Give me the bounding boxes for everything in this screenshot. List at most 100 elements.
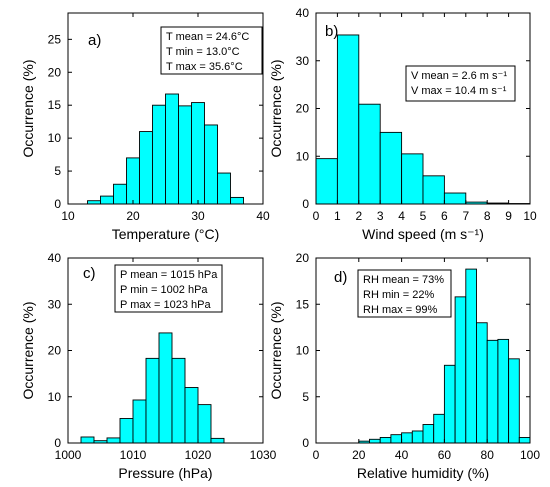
- histogram-bar: [152, 104, 166, 205]
- stats-box: [114, 264, 223, 313]
- x-tick-label: 7: [462, 209, 469, 223]
- histogram-bar: [178, 105, 192, 205]
- histogram-bar: [390, 434, 403, 444]
- x-tick-label: 100: [520, 448, 540, 462]
- x-tick-label: 5: [420, 209, 427, 223]
- x-tick-label: 1: [334, 209, 341, 223]
- x-tick-label: 40: [395, 448, 409, 462]
- x-tick-label: 1020: [185, 448, 212, 462]
- histogram-bar: [476, 322, 488, 444]
- chart-panel-1: 10 20 30 40 0 5 10 15 20 25 Temperature (°C) Occurr…: [20, 12, 270, 242]
- x-tick-label: 80: [481, 448, 495, 462]
- histogram-bar: [358, 103, 381, 205]
- histogram-bar: [401, 432, 413, 444]
- x-tick-label: 9: [505, 209, 512, 223]
- x-axis-label: Temperature (°C): [112, 226, 220, 242]
- y-axis-label: Occurrence (%): [20, 59, 36, 157]
- y-axis-label: Occurrence (%): [20, 301, 36, 399]
- histogram-bar: [465, 268, 477, 444]
- histogram-bar: [204, 124, 218, 205]
- y-tick-label: 0: [54, 436, 61, 450]
- histogram-bar: [518, 437, 531, 444]
- y-axis-label: Occurrence (%): [268, 301, 284, 399]
- panel-label: b): [325, 23, 338, 40]
- x-tick-label: 6: [441, 209, 448, 223]
- stats-line: P max = 1023 hPa: [120, 299, 211, 311]
- histogram-bar: [165, 93, 179, 205]
- histogram-bar: [422, 424, 435, 444]
- y-tick-label: 0: [302, 436, 309, 450]
- y-tick-label: 10: [296, 149, 310, 163]
- histogram-bar: [191, 102, 205, 205]
- stats-box: [357, 269, 452, 318]
- x-axis-label: Relative humidity (%): [357, 465, 489, 481]
- histogram-bar: [379, 131, 403, 205]
- y-tick-label: 5: [54, 164, 61, 178]
- x-tick-label: 4: [398, 209, 405, 223]
- stats-line: T min = 13.0°C: [166, 46, 240, 58]
- x-tick-label: 8: [484, 209, 491, 223]
- y-tick-label: 25: [48, 32, 62, 46]
- stats-line: T mean = 24.6°C: [166, 31, 249, 43]
- y-tick-label: 15: [48, 98, 62, 112]
- histogram-bar: [197, 404, 212, 444]
- histogram-bar: [433, 413, 445, 444]
- x-tick-label: 20: [352, 448, 366, 462]
- stats-line: V max = 10.4 m s⁻¹: [411, 85, 507, 97]
- histogram-bar: [80, 436, 95, 444]
- chart-panel-4: 0 20 40 60 80 100 0 5 10 15 20 Relative humidity (%…: [268, 251, 540, 481]
- y-tick-label: 40: [48, 251, 62, 265]
- x-axis-label: Wind speed (m s⁻¹): [362, 226, 484, 242]
- stats-box: [405, 65, 516, 102]
- y-axis-label: Occurrence (%): [268, 59, 284, 157]
- histogram-bar: [422, 175, 445, 205]
- histogram-bar: [315, 158, 338, 205]
- histogram-bar: [217, 172, 231, 205]
- histogram-bar: [132, 399, 147, 444]
- y-tick-label: 15: [296, 297, 310, 311]
- stats-line: P min = 1002 hPa: [120, 284, 208, 296]
- histogram-bar: [119, 418, 134, 444]
- x-tick-label: 20: [126, 209, 140, 223]
- histogram-bar: [106, 437, 121, 444]
- histogram-bar: [113, 183, 127, 205]
- stats-line: T max = 35.6°C: [166, 61, 243, 73]
- histogram-bar: [210, 437, 225, 444]
- x-tick-label: 2: [355, 209, 362, 223]
- y-tick-label: 20: [296, 251, 310, 265]
- stats-line: V mean = 2.6 m s⁻¹: [411, 70, 507, 82]
- x-tick-label: 3: [377, 209, 384, 223]
- histogram-bar: [443, 192, 467, 205]
- y-tick-label: 30: [296, 54, 310, 68]
- histogram-bar: [401, 153, 424, 205]
- panel-label: a): [88, 32, 101, 49]
- x-tick-label: 10: [523, 209, 537, 223]
- x-tick-label: 0: [313, 209, 320, 223]
- panel-label: d): [334, 269, 347, 286]
- y-tick-label: 10: [296, 344, 310, 358]
- histogram-bar: [145, 357, 160, 444]
- histogram-bar: [497, 338, 510, 444]
- y-tick-label: 10: [48, 390, 62, 404]
- x-tick-label: 1030: [250, 448, 277, 462]
- stats-line: RH max = 99%: [363, 304, 437, 316]
- x-tick-label: 60: [438, 448, 452, 462]
- x-tick-label: 40: [256, 209, 270, 223]
- histogram-bar: [369, 438, 381, 444]
- histogram-bar: [171, 357, 186, 444]
- histogram-bar: [184, 387, 199, 444]
- y-tick-label: 5: [302, 390, 309, 404]
- histogram-bar: [443, 364, 456, 444]
- x-tick-label: 1010: [120, 448, 147, 462]
- y-tick-label: 40: [296, 6, 310, 20]
- histogram-bar: [379, 437, 392, 444]
- y-tick-label: 20: [48, 344, 62, 358]
- histogram-bar: [230, 196, 244, 205]
- y-tick-label: 0: [54, 197, 61, 211]
- histogram-bar: [454, 296, 467, 444]
- y-tick-label: 20: [48, 65, 62, 79]
- histogram-bar: [100, 195, 114, 205]
